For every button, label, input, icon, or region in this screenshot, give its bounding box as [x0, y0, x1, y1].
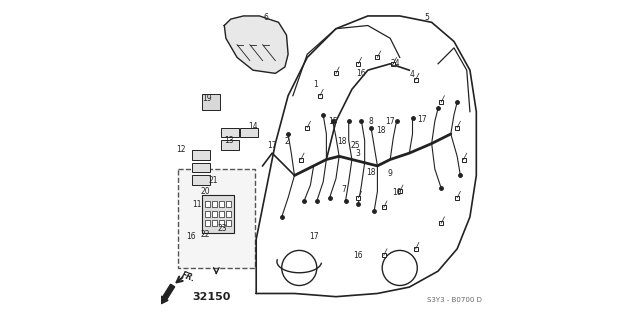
Text: 17: 17 — [385, 117, 395, 126]
Text: 19: 19 — [202, 94, 212, 103]
Text: 23: 23 — [218, 224, 227, 233]
Text: 18: 18 — [337, 137, 347, 146]
Text: 10: 10 — [392, 189, 401, 197]
Text: 15: 15 — [328, 117, 337, 126]
Text: FR.: FR. — [180, 271, 197, 284]
Text: 20: 20 — [200, 187, 210, 196]
Text: 25: 25 — [350, 141, 360, 150]
Text: 3: 3 — [356, 149, 361, 158]
Text: 13: 13 — [224, 136, 234, 145]
Text: 18: 18 — [366, 168, 376, 177]
Text: 7: 7 — [342, 185, 346, 194]
Bar — [219, 201, 224, 207]
FancyArrow shape — [161, 284, 175, 304]
Bar — [212, 211, 217, 217]
Text: 22: 22 — [200, 230, 210, 239]
Text: 16: 16 — [356, 69, 366, 78]
Text: 17: 17 — [268, 141, 277, 150]
Bar — [221, 128, 239, 137]
Text: 21: 21 — [209, 176, 218, 185]
Text: 17: 17 — [309, 232, 319, 241]
Text: 17: 17 — [417, 115, 427, 124]
Text: 8: 8 — [369, 117, 373, 126]
Bar — [202, 195, 234, 233]
Bar — [226, 211, 231, 217]
Text: 12: 12 — [177, 145, 186, 154]
Bar — [193, 175, 210, 185]
Text: 14: 14 — [248, 122, 258, 130]
Text: 24: 24 — [390, 59, 400, 68]
Bar — [219, 220, 224, 226]
Bar — [193, 163, 210, 172]
Bar — [212, 220, 217, 226]
Bar — [240, 128, 258, 137]
Text: 9: 9 — [388, 169, 392, 178]
Text: 5: 5 — [424, 13, 429, 22]
Text: 1: 1 — [313, 80, 317, 89]
Bar — [202, 94, 220, 110]
Text: 6: 6 — [263, 13, 268, 22]
Bar — [212, 201, 217, 207]
FancyBboxPatch shape — [178, 169, 255, 268]
Text: 18: 18 — [376, 126, 385, 135]
Bar — [193, 150, 210, 160]
Text: 2: 2 — [284, 137, 289, 146]
Bar — [226, 220, 231, 226]
Bar — [205, 220, 210, 226]
Text: 32150: 32150 — [193, 292, 231, 302]
Text: 16: 16 — [186, 232, 196, 241]
Text: 4: 4 — [410, 70, 415, 79]
Bar — [205, 211, 210, 217]
Bar — [205, 201, 210, 207]
Bar — [219, 211, 224, 217]
Text: 16: 16 — [353, 251, 363, 260]
Bar — [221, 140, 239, 150]
Text: S3Y3 - B0700 D: S3Y3 - B0700 D — [426, 297, 481, 303]
Polygon shape — [224, 16, 288, 73]
Bar — [226, 201, 231, 207]
Text: 11: 11 — [193, 200, 202, 209]
